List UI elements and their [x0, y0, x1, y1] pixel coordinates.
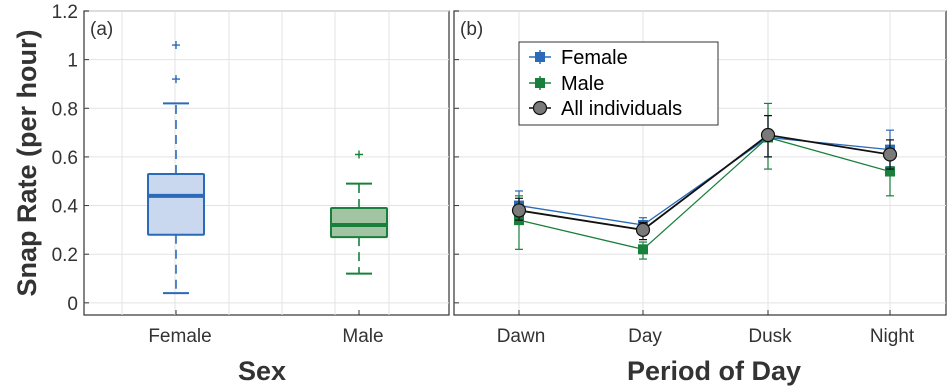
iqr-box-male: [330, 206, 388, 239]
legend-marker-female: [535, 52, 545, 62]
x-tick-label-female: Female: [148, 326, 211, 347]
panel-a-grid: [84, 10, 449, 315]
outlier-female: [172, 75, 180, 84]
line-all-individuals: [518, 134, 891, 231]
y-axis-title: Snap Rate (per hour): [12, 29, 42, 296]
panel-a-sex-boxplot: 0 0.2 0.4 0.6 0.8 1 1.2 Female Male (a) Snap Ra…: [12, 2, 450, 386]
legend-entry-female: Female: [529, 47, 628, 69]
point-all-individuals: [635, 222, 651, 237]
legend-entry-male: Male: [529, 73, 604, 95]
line-female: [518, 136, 891, 226]
x-tick-label-night: Night: [870, 326, 915, 347]
box-female: [147, 41, 205, 295]
y-tick-label: 1: [67, 51, 78, 72]
point-all-individuals: [882, 147, 898, 162]
y-tick-label: 0: [67, 294, 78, 315]
y-tick-label: 1.2: [52, 2, 78, 23]
panel-a-y-ticks: 0 0.2 0.4 0.6 0.8 1 1.2: [52, 2, 89, 315]
point-all-individuals: [511, 203, 527, 218]
panel-b-period-line-chart: Dawn Day Dusk Night (b) Period of Day Femal…: [453, 10, 947, 386]
panel-a-boxes: [147, 41, 388, 295]
legend: Female Male All individuals: [518, 41, 719, 126]
point-all-individuals: [760, 127, 776, 143]
panel-b-series: [511, 102, 898, 260]
x-tick-label-dusk: Dusk: [748, 326, 792, 347]
panel-a-frame: [83, 10, 450, 316]
iqr-box-female: [147, 172, 205, 236]
legend-entry-all-individuals: All individuals: [529, 98, 682, 120]
box-male: [330, 150, 388, 275]
panel-b-label: (b): [460, 19, 483, 40]
panel-b-x-axis-title: Period of Day: [627, 356, 801, 386]
legend-box: [518, 41, 719, 126]
legend-marker-male: [535, 78, 545, 88]
x-tick-label-male: Male: [342, 326, 383, 347]
x-tick-label-dawn: Dawn: [497, 326, 546, 347]
line-male: [518, 136, 891, 251]
legend-label-male: Male: [561, 73, 604, 95]
y-tick-label: 0.8: [52, 99, 78, 120]
panel-b-x-ticks: Dawn Day Dusk Night: [497, 310, 915, 347]
panel-a-x-axis-title: Sex: [238, 356, 286, 386]
point-male: [885, 166, 895, 177]
outlier-male: [355, 150, 363, 159]
y-tick-label: 0.2: [52, 245, 78, 266]
x-tick-label-day: Day: [628, 326, 662, 347]
y-tick-label: 0.6: [52, 148, 78, 169]
legend-label-female: Female: [561, 47, 628, 69]
outlier-female: [172, 41, 180, 50]
point-male: [638, 244, 648, 255]
series-all-individuals: [511, 114, 898, 241]
y-tick-label: 0.4: [52, 197, 79, 218]
panel-a-label: (a): [90, 19, 113, 40]
panel-a-x-ticks: Female Male: [148, 310, 384, 347]
legend-label-all-individuals: All individuals: [561, 98, 682, 120]
legend-marker-all-individuals: [532, 100, 548, 116]
